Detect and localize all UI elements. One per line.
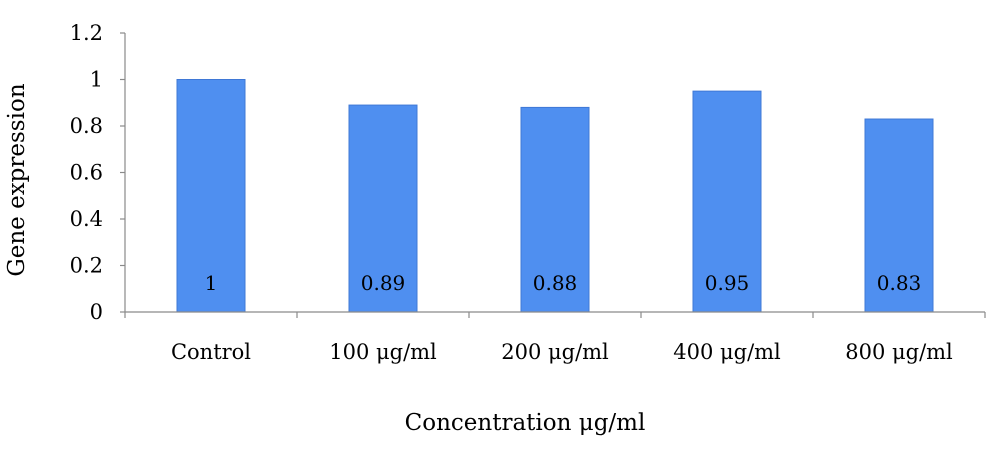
y-ticks-group: 0 0.2 0.4 0.6 0.8 1 1.2 (70, 21, 125, 324)
bar (348, 104, 418, 313)
bar (864, 118, 934, 313)
y-tick-label: 1.2 (70, 21, 103, 45)
x-tick-label: 100 μg/ml (329, 340, 437, 364)
bars-group (176, 79, 934, 313)
x-tick-label: 800 μg/ml (845, 340, 953, 364)
y-tick-label: 0.2 (70, 254, 103, 278)
y-tick-label: 1 (90, 68, 103, 92)
data-labels-group: 1 0.89 0.88 0.95 0.83 (205, 271, 922, 295)
x-tick-label: 200 μg/ml (501, 340, 609, 364)
y-tick-label: 0.8 (70, 114, 103, 138)
y-tick-label: 0.6 (70, 161, 103, 185)
bar (692, 90, 762, 313)
data-label: 0.83 (877, 271, 922, 295)
x-ticks-group: Control 100 μg/ml 200 μg/ml 400 μg/ml 800 μg… (124, 312, 986, 364)
y-tick-label: 0.4 (70, 207, 103, 231)
x-tick-label: 400 μg/ml (673, 340, 781, 364)
data-label: 1 (205, 271, 218, 295)
data-label: 0.89 (361, 271, 406, 295)
bar (176, 79, 246, 313)
y-axis-title: Gene expression (4, 83, 30, 276)
y-tick-label: 0 (90, 300, 103, 324)
data-label: 0.88 (533, 271, 578, 295)
data-label: 0.95 (705, 271, 750, 295)
bar (520, 106, 590, 313)
x-axis-title: Concentration μg/ml (405, 410, 646, 436)
x-tick-label: Control (171, 340, 251, 364)
